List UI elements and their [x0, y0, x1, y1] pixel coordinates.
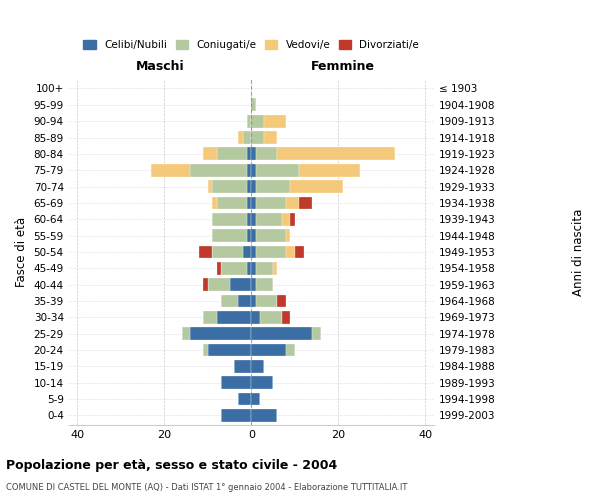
- Bar: [251, 294, 256, 308]
- Bar: [256, 180, 290, 193]
- Bar: [203, 278, 208, 291]
- Bar: [256, 246, 286, 258]
- Bar: [251, 262, 256, 274]
- Bar: [208, 344, 251, 356]
- Bar: [256, 229, 286, 242]
- Bar: [265, 115, 286, 128]
- Y-axis label: Anni di nascita: Anni di nascita: [572, 208, 585, 296]
- Bar: [238, 392, 251, 406]
- Bar: [290, 213, 295, 226]
- Bar: [286, 246, 295, 258]
- Bar: [251, 311, 260, 324]
- Bar: [217, 196, 247, 209]
- Bar: [290, 180, 343, 193]
- Y-axis label: Fasce di età: Fasce di età: [15, 217, 28, 287]
- Bar: [251, 148, 256, 160]
- Bar: [256, 196, 286, 209]
- Bar: [242, 246, 251, 258]
- Bar: [265, 131, 277, 144]
- Bar: [247, 196, 251, 209]
- Bar: [247, 213, 251, 226]
- Bar: [217, 311, 251, 324]
- Bar: [212, 229, 247, 242]
- Bar: [221, 376, 251, 389]
- Bar: [208, 278, 230, 291]
- Bar: [151, 164, 190, 176]
- Bar: [190, 164, 247, 176]
- Bar: [212, 213, 247, 226]
- Bar: [286, 344, 295, 356]
- Bar: [277, 148, 395, 160]
- Bar: [251, 344, 286, 356]
- Bar: [203, 148, 217, 160]
- Bar: [212, 246, 242, 258]
- Bar: [251, 98, 256, 111]
- Bar: [312, 328, 321, 340]
- Bar: [247, 148, 251, 160]
- Bar: [251, 360, 265, 372]
- Bar: [217, 148, 247, 160]
- Text: Femmine: Femmine: [311, 60, 374, 73]
- Bar: [286, 229, 290, 242]
- Bar: [221, 294, 238, 308]
- Bar: [251, 131, 265, 144]
- Bar: [256, 278, 273, 291]
- Bar: [217, 262, 221, 274]
- Bar: [251, 392, 260, 406]
- Bar: [256, 294, 277, 308]
- Bar: [299, 164, 360, 176]
- Bar: [221, 409, 251, 422]
- Bar: [251, 196, 256, 209]
- Bar: [238, 131, 242, 144]
- Bar: [299, 196, 312, 209]
- Bar: [247, 229, 251, 242]
- Bar: [256, 148, 277, 160]
- Bar: [295, 246, 304, 258]
- Bar: [221, 262, 247, 274]
- Bar: [256, 262, 273, 274]
- Bar: [242, 131, 251, 144]
- Bar: [212, 180, 247, 193]
- Bar: [190, 328, 251, 340]
- Bar: [251, 409, 277, 422]
- Bar: [247, 164, 251, 176]
- Bar: [247, 262, 251, 274]
- Bar: [247, 115, 251, 128]
- Bar: [208, 180, 212, 193]
- Bar: [238, 294, 251, 308]
- Text: COMUNE DI CASTEL DEL MONTE (AQ) - Dati ISTAT 1° gennaio 2004 - Elaborazione TUTT: COMUNE DI CASTEL DEL MONTE (AQ) - Dati I…: [6, 484, 407, 492]
- Bar: [212, 196, 217, 209]
- Text: Popolazione per età, sesso e stato civile - 2004: Popolazione per età, sesso e stato civil…: [6, 460, 337, 472]
- Bar: [251, 180, 256, 193]
- Bar: [277, 294, 286, 308]
- Bar: [251, 376, 273, 389]
- Bar: [251, 229, 256, 242]
- Bar: [273, 262, 277, 274]
- Bar: [199, 246, 212, 258]
- Bar: [251, 213, 256, 226]
- Bar: [256, 164, 299, 176]
- Bar: [203, 311, 217, 324]
- Bar: [251, 115, 265, 128]
- Bar: [182, 328, 190, 340]
- Bar: [256, 213, 282, 226]
- Bar: [282, 213, 290, 226]
- Bar: [282, 311, 290, 324]
- Bar: [251, 164, 256, 176]
- Bar: [251, 328, 312, 340]
- Bar: [234, 360, 251, 372]
- Legend: Celibi/Nubili, Coniugati/e, Vedovi/e, Divorziati/e: Celibi/Nubili, Coniugati/e, Vedovi/e, Di…: [79, 36, 424, 54]
- Bar: [230, 278, 251, 291]
- Bar: [251, 278, 256, 291]
- Bar: [260, 311, 282, 324]
- Text: Maschi: Maschi: [136, 60, 184, 73]
- Bar: [247, 180, 251, 193]
- Bar: [203, 344, 208, 356]
- Bar: [251, 246, 256, 258]
- Bar: [286, 196, 299, 209]
